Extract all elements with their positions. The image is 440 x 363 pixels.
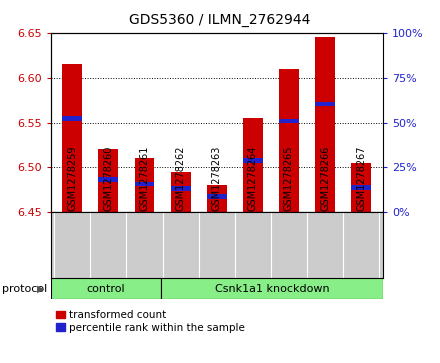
Bar (171, 186, 191, 191)
Bar (51, 278, 161, 299)
Bar (279, 69, 299, 212)
Bar (351, 185, 371, 190)
Bar (99, 177, 118, 182)
Bar (171, 172, 191, 212)
Text: control: control (87, 284, 125, 294)
Bar (243, 159, 263, 163)
Text: protocol: protocol (2, 284, 48, 294)
Bar (135, 182, 154, 186)
Legend: transformed count, percentile rank within the sample: transformed count, percentile rank withi… (56, 310, 245, 333)
Bar (62, 116, 82, 121)
Bar (243, 118, 263, 212)
Bar (62, 64, 82, 212)
Bar (161, 278, 383, 299)
Bar (99, 150, 118, 212)
Text: Csnk1a1 knockdown: Csnk1a1 knockdown (215, 284, 330, 294)
Text: GDS5360 / ILMN_2762944: GDS5360 / ILMN_2762944 (129, 13, 311, 27)
Bar (279, 119, 299, 123)
Bar (207, 195, 227, 199)
Bar (315, 102, 335, 106)
Text: ▶: ▶ (37, 284, 44, 294)
Bar (207, 185, 227, 212)
Bar (315, 37, 335, 212)
Bar (351, 163, 371, 212)
Bar (135, 159, 154, 212)
